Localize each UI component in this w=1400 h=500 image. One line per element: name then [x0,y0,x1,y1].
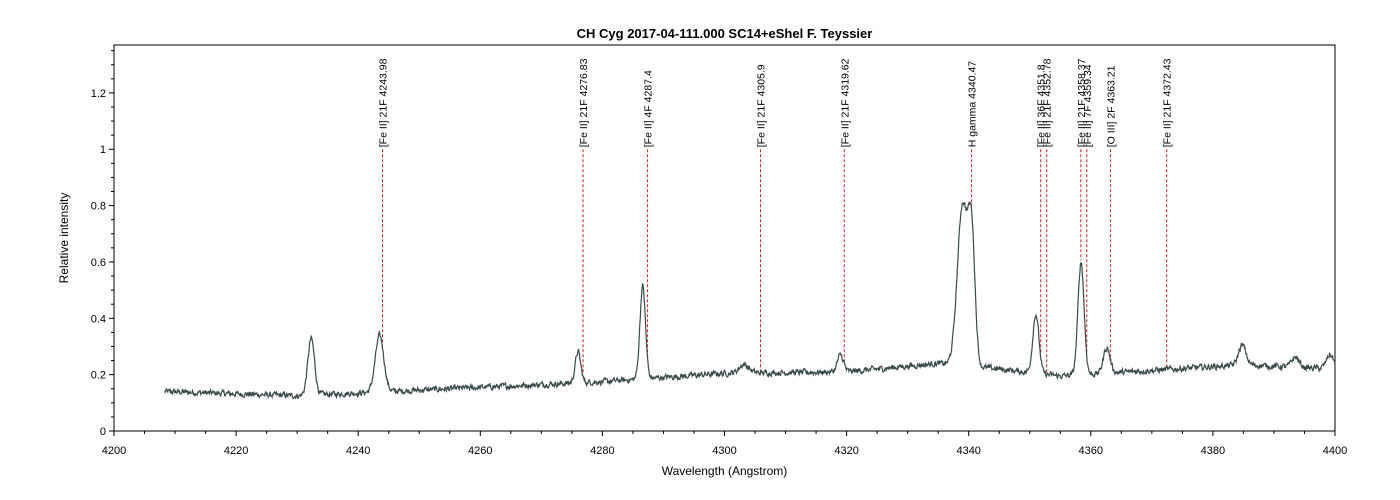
x-tick-label: 4200 [102,445,126,457]
spectrum-series [164,201,1336,400]
line-id-label: [Fe II] 21F 4243.98 [377,58,389,147]
x-tick-label: 4340 [956,445,980,457]
chart-title: CH Cyg 2017-04-111.000 SC14+eShel F. Tey… [577,26,873,41]
y-tick-label: 0 [100,426,106,438]
y-tick-label: 1 [100,144,106,156]
spectrum-line [164,201,1336,400]
y-tick-label: 0.8 [91,201,106,213]
line-id-label: [Fe II] 21F 4372.43 [1162,58,1174,147]
x-tick-label: 4360 [1079,445,1103,457]
x-tick-label: 4380 [1201,445,1225,457]
plot-frame [113,44,1336,432]
x-axis: 4200 4220 4240 4260 4280 4300 4320 4340 4360 4380… [102,431,1347,457]
line-id-label: [Fe II] 21F 4305.9 [756,64,768,147]
line-id-label: [Fe II] 21F 4319.62 [839,58,851,147]
line-id-label: [Fe II] 7F 4359.34 [1082,64,1094,147]
line-id-label: [Fe II] 21F 4352.78 [1042,58,1054,147]
line-id-label: [Fe II] 4F 4287.4 [643,70,655,147]
line-id-markers: [Fe II] 21F 4243.98 [Fe II] 21F 4276.83 [F… [377,58,1174,375]
x-tick-label: 4280 [590,445,614,457]
y-tick-label: 0.2 [91,370,106,382]
x-tick-label: 4400 [1323,445,1347,457]
x-tick-label: 4320 [834,445,858,457]
x-tick-label: 4220 [224,445,248,457]
y-tick-label: 0.6 [91,257,106,269]
line-id-label: [Fe II] 21F 4276.83 [578,58,590,147]
line-id-label: [O III] 2F 4363.21 [1105,65,1117,147]
x-tick-label: 4300 [712,445,736,457]
line-id-label: [Fe II] 21F 4358.37 [1076,58,1088,147]
y-axis: 0 0.2 0.4 0.6 0.8 1 1.2 [91,50,114,438]
line-id-label: [Fe II] 36F 4351.8 [1036,64,1048,147]
x-tick-label: 4260 [468,445,492,457]
x-axis-label: Wavelength (Angstrom) [662,464,788,478]
y-tick-label: 1.2 [91,88,106,100]
y-tick-label: 0.4 [91,313,106,325]
x-tick-label: 4240 [346,445,370,457]
line-id-label: H gamma 4340.47 [967,61,979,148]
y-axis-label: Relative intensity [57,193,71,284]
